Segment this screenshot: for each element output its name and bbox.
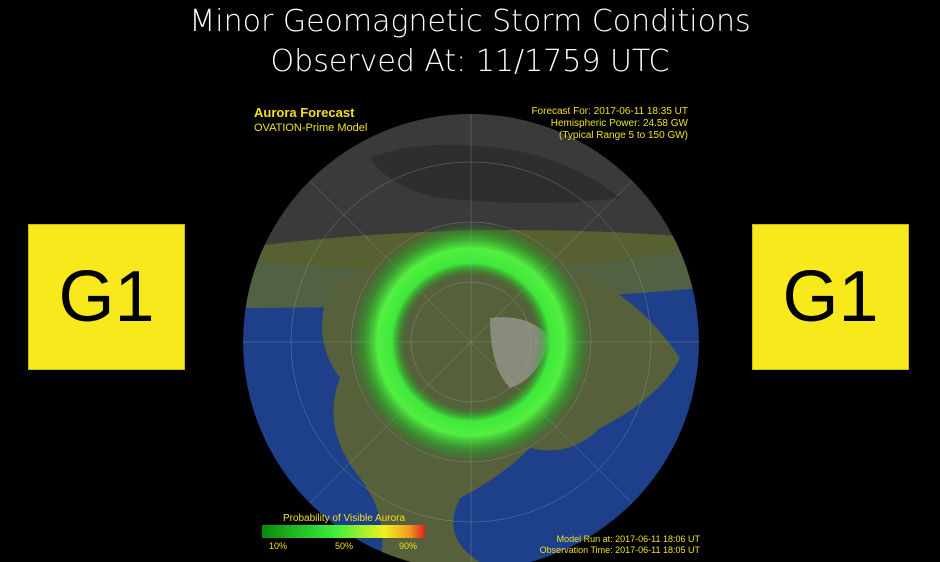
title-line: Minor Geomagnetic Storm Conditions bbox=[189, 4, 751, 39]
map-title: Aurora Forecast bbox=[254, 105, 355, 120]
typical-range: (Typical Range 5 to 150 GW) bbox=[559, 130, 688, 141]
legend-colorbar bbox=[262, 525, 425, 538]
legend-tick: 90% bbox=[399, 541, 417, 551]
map-model: OVATION-Prime Model bbox=[254, 122, 367, 134]
forecast-for: Forecast For: 2017-06-11 18:35 UT bbox=[531, 106, 688, 117]
legend-tick: 50% bbox=[335, 541, 353, 551]
storm-badge: G1 bbox=[28, 224, 185, 370]
hemispheric-power: Hemispheric Power: 24.58 GW bbox=[551, 118, 689, 129]
observation-time: Observation Time: 2017-06-11 18:05 UT bbox=[540, 545, 701, 555]
title-line: Observed At: 11/1759 UTC bbox=[270, 44, 670, 79]
aurora-map: Aurora Forecast OVATION-Prime Model Fore… bbox=[240, 98, 702, 562]
storm-badge: G1 bbox=[752, 224, 909, 370]
legend-title: Probability of Visible Aurora bbox=[283, 513, 406, 524]
legend-tick: 10% bbox=[269, 541, 287, 551]
model-run: Model Run at: 2017-06-11 18:06 UT bbox=[557, 534, 701, 544]
